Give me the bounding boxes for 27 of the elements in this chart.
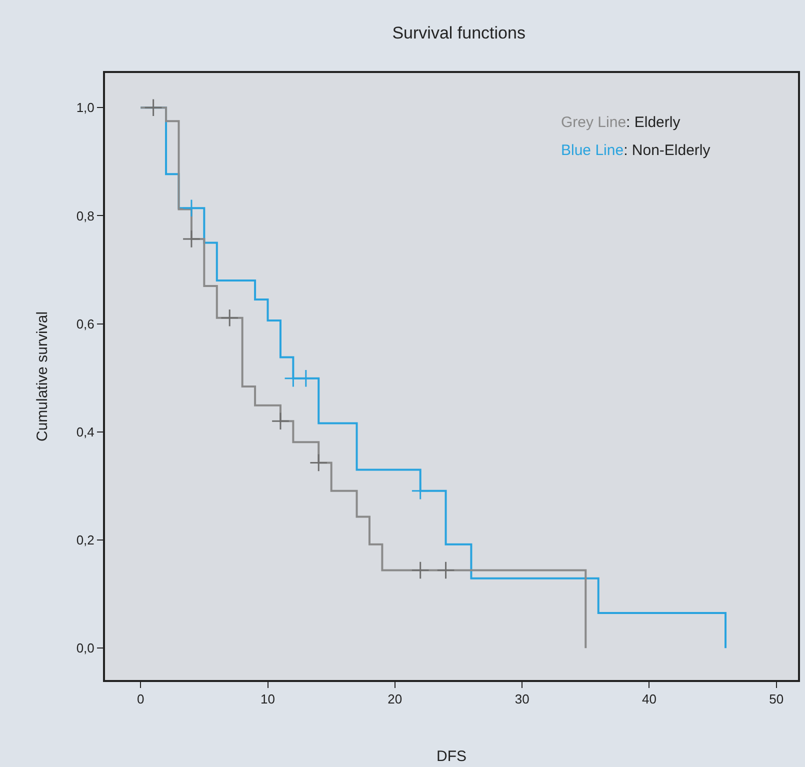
y-tick-label: 0,6 bbox=[76, 316, 94, 332]
x-tick-label: 20 bbox=[388, 692, 402, 707]
point bbox=[309, 454, 328, 472]
y-tick-label: 1,0 bbox=[76, 100, 94, 116]
point bbox=[436, 561, 455, 580]
point bbox=[220, 308, 239, 327]
y-axis-title: Cumulative survival bbox=[34, 311, 52, 442]
point bbox=[144, 98, 162, 117]
y-tick-label: 0,2 bbox=[76, 532, 94, 548]
chart-title: Survival functions bbox=[392, 24, 526, 43]
point bbox=[271, 412, 290, 430]
x-tick-label: 30 bbox=[514, 692, 530, 707]
x-tick-label: 0 bbox=[136, 692, 144, 707]
point bbox=[182, 230, 201, 248]
x-tick-label: 50 bbox=[769, 692, 784, 707]
point bbox=[296, 369, 316, 388]
x-tick-label: 10 bbox=[260, 692, 275, 707]
x-tick-label: 40 bbox=[642, 692, 656, 707]
point bbox=[182, 198, 201, 218]
point bbox=[411, 561, 430, 580]
y-tick-label: 0,4 bbox=[76, 424, 94, 440]
annotation: Blue Line: Non-Elderly bbox=[561, 142, 711, 159]
x-axis-title: DFS bbox=[436, 748, 466, 766]
point bbox=[411, 482, 430, 500]
y-tick-label: 0,8 bbox=[76, 208, 94, 224]
annotation: Grey Line: Elderly bbox=[561, 114, 681, 131]
y-tick-label: 0,0 bbox=[76, 640, 94, 656]
